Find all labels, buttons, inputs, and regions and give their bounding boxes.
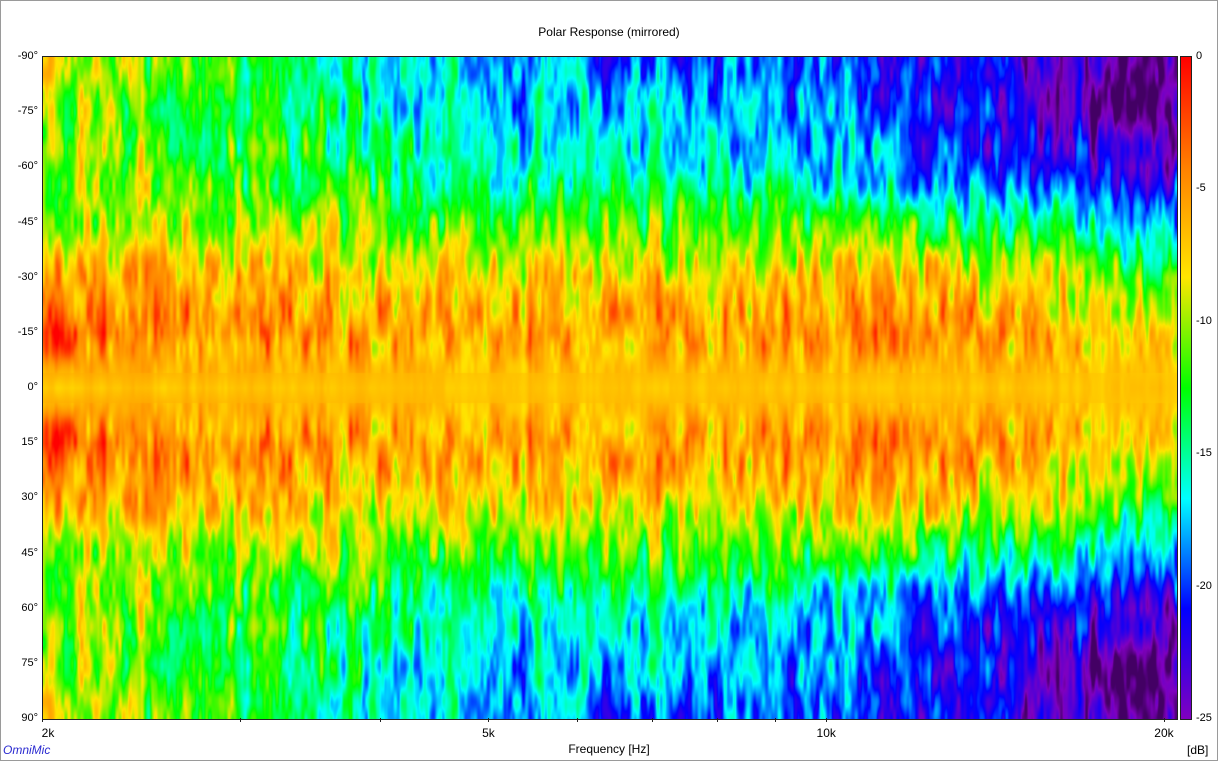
y-tick-label: -30°	[17, 270, 38, 283]
colorbar-tick-label: -10	[1196, 314, 1212, 327]
x-tick-mark	[577, 718, 579, 722]
y-tick-label: -75°	[17, 105, 38, 118]
x-tick-mark	[488, 718, 490, 722]
y-tick-label: 75°	[21, 656, 38, 669]
y-tick-label: -90°	[17, 50, 38, 62]
heatmap-plot-area	[42, 56, 1178, 720]
chart-title: Polar Response (mirrored)	[538, 25, 680, 39]
colorbar-tick-label: -15	[1196, 447, 1212, 460]
x-tick-label: 5k	[482, 726, 495, 740]
x-tick-mark	[1163, 718, 1165, 722]
y-tick-label: 90°	[21, 712, 38, 724]
x-tick-mark	[774, 718, 776, 722]
colorbar-unit: [dB]	[1187, 743, 1209, 757]
x-tick-mark	[717, 718, 719, 722]
x-tick-mark	[826, 718, 828, 722]
y-tick-label: -60°	[17, 160, 38, 173]
x-tick-mark	[652, 718, 654, 722]
y-tick-label: 45°	[21, 546, 38, 559]
x-tick-label: 2k	[41, 726, 55, 740]
colorbar-tick-label: 0	[1196, 50, 1203, 62]
x-tick-mark	[239, 718, 241, 722]
x-tick-label: 10k	[816, 726, 836, 740]
x-axis-label: Frequency [Hz]	[568, 742, 650, 756]
y-tick-label: 15°	[21, 436, 38, 449]
y-tick-label: -45°	[17, 215, 38, 228]
y-tick-label: 30°	[21, 491, 38, 504]
colorbar-tick-label: -25	[1196, 712, 1212, 724]
x-tick-mark	[42, 718, 43, 722]
x-tick-label: 20k	[1154, 726, 1174, 740]
brand-label: OmniMic	[3, 743, 51, 757]
colorbar-tick-label: -5	[1196, 182, 1206, 195]
colorbar	[1180, 56, 1192, 720]
y-tick-label: 60°	[21, 601, 38, 614]
heatmap-canvas	[43, 57, 1177, 719]
colorbar-tick-label: -20	[1196, 579, 1212, 592]
y-tick-label: 0°	[27, 381, 38, 393]
x-tick-mark	[379, 718, 381, 722]
y-tick-label: -15°	[17, 325, 38, 338]
